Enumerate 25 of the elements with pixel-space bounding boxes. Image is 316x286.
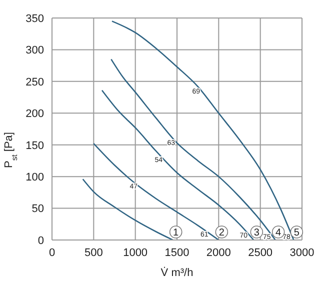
line-series	[111, 20, 294, 240]
series-label: 5	[294, 228, 300, 238]
series-label: 4	[276, 228, 282, 238]
y-tick-label: 300	[26, 44, 44, 57]
y-tick-label: 150	[26, 140, 44, 152]
x-tick-label: 2000	[206, 246, 231, 259]
x-tick-label: 3000	[290, 246, 314, 259]
y-tick-label: 0	[38, 234, 44, 247]
series-label: 2	[218, 228, 225, 238]
x-tick-label: 1500	[164, 246, 190, 259]
y-tick-label: 100	[26, 171, 44, 184]
y-tick-label: 350	[26, 12, 44, 25]
line-series	[82, 178, 174, 240]
x-tick-label: 1000	[123, 246, 148, 259]
line-series	[101, 90, 254, 240]
x-tick-label: 2500	[248, 246, 273, 259]
x-tick-label: 0	[48, 246, 56, 259]
line-series	[110, 58, 276, 240]
y-tick-label: 50	[32, 203, 44, 216]
y-tick-label: 250	[26, 76, 44, 88]
series-label: 1	[173, 228, 180, 238]
y-tick-label: 200	[26, 108, 44, 120]
x-tick-label: 500	[84, 246, 103, 259]
series-label: 3	[254, 228, 260, 238]
x-axis-title: V̇ m³/h	[160, 266, 194, 279]
